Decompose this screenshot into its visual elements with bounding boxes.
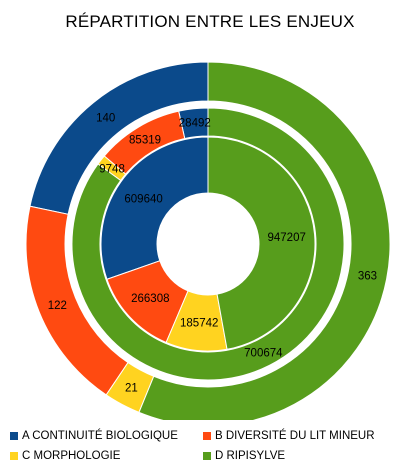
legend-swatch-a	[10, 432, 18, 440]
slice-inner-d	[207, 136, 316, 350]
data-label-outer-a: 140	[96, 113, 115, 125]
data-label-middle-a: 28492	[179, 118, 211, 130]
slice-inner-c	[165, 290, 228, 352]
data-label-inner-a: 609640	[124, 193, 162, 205]
data-label-inner-d: 947207	[267, 232, 305, 244]
legend-item-a: A CONTINUITÉ BIOLOGIQUE	[10, 430, 203, 442]
slice-inner-a	[100, 136, 209, 280]
data-label-middle-c: 9748	[99, 164, 125, 176]
legend-label-a: A CONTINUITÉ BIOLOGIQUE	[22, 430, 178, 442]
data-label-outer-d: 363	[358, 270, 377, 282]
legend-swatch-c	[10, 452, 18, 460]
legend-item-d: D RIPISYLVE	[203, 450, 285, 462]
data-label-inner-b: 266308	[131, 293, 169, 305]
legend-label-b: B DIVERSITÉ DU LIT MINEUR	[215, 430, 375, 442]
legend-item-c: C MORPHOLOGIE	[10, 450, 203, 462]
data-label-middle-d: 700674	[244, 348, 283, 360]
slice-outer-b	[25, 205, 129, 396]
legend-label-d: D RIPISYLVE	[215, 450, 286, 462]
donut-chart: 609640 266308 185742 947207 28492 85319 9748 70…	[25, 61, 391, 420]
slice-middle-c	[97, 155, 127, 182]
slice-outer-c	[105, 361, 155, 414]
chart-title: RÉPARTITION ENTRE LES ENJEUX	[65, 12, 355, 31]
legend-swatch-d	[203, 452, 211, 460]
data-label-inner-c: 185742	[180, 318, 218, 330]
slice-outer-d	[138, 61, 391, 420]
legend-item-b: B DIVERSITÉ DU LIT MINEUR	[203, 430, 375, 442]
slice-middle-b	[103, 110, 186, 175]
legend: A CONTINUITÉ BIOLOGIQUE B DIVERSITÉ DU L…	[10, 426, 415, 466]
legend-label-c: C MORPHOLOGIE	[22, 450, 121, 462]
legend-swatch-b	[203, 432, 211, 440]
slice-middle-d	[71, 107, 345, 381]
data-label-outer-c: 21	[125, 382, 138, 394]
data-label-middle-b: 85319	[129, 135, 161, 147]
slice-inner-b	[106, 260, 189, 344]
data-label-outer-b: 122	[48, 300, 67, 312]
